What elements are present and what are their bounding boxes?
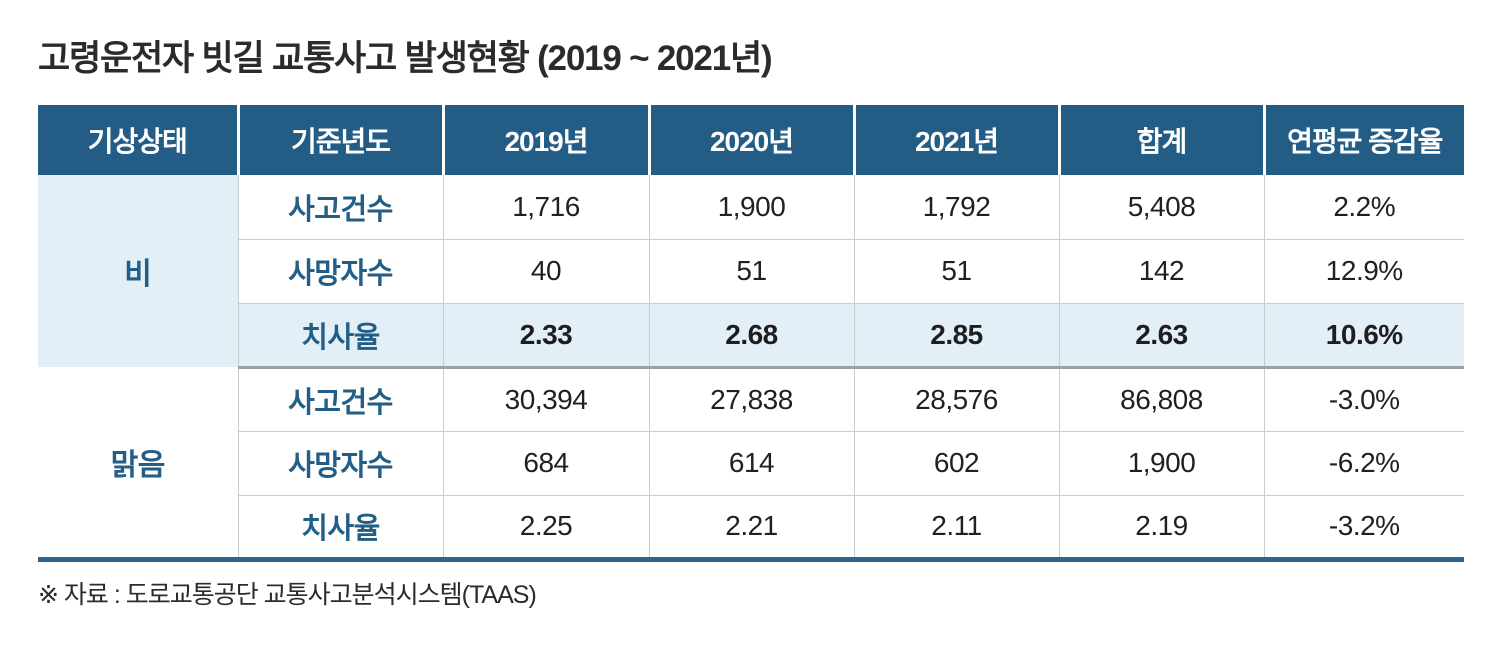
table-row: 사망자수 40 51 51 142 12.9% [38,239,1464,304]
value-2019: 30,394 [443,367,650,432]
metric-label: 치사율 [238,495,444,559]
metric-label: 사고건수 [238,367,444,432]
value-2021: 28,576 [854,367,1060,432]
value-2021: 2.85 [854,303,1060,369]
weather-cell-rain: 비 [38,175,239,367]
value-annual-rate: 2.2% [1264,175,1464,240]
value-total: 2.19 [1059,495,1265,559]
value-2020: 1,900 [649,175,855,240]
value-total: 86,808 [1059,367,1265,432]
value-2021: 1,792 [854,175,1060,240]
metric-label: 치사율 [238,303,444,369]
metric-label: 사망자수 [238,431,444,496]
value-total: 5,408 [1059,175,1265,240]
column-header-year-2021: 2021년 [854,105,1061,175]
metric-label: 사고건수 [238,175,444,240]
column-header-total: 합계 [1059,105,1266,175]
metric-label: 사망자수 [238,239,444,304]
value-annual-rate: 12.9% [1264,239,1464,304]
column-header-year-2020: 2020년 [649,105,856,175]
header-row: 기상상태 기준년도 2019년 2020년 2021년 합계 연평균 증감율 [38,105,1464,175]
value-total: 1,900 [1059,431,1265,496]
value-total: 2.63 [1059,303,1265,369]
value-2020: 51 [649,239,855,304]
value-annual-rate: 10.6% [1264,303,1464,369]
value-2019: 2.25 [443,495,650,559]
value-2019: 2.33 [443,303,650,369]
table-row: 비 사고건수 1,716 1,900 1,792 5,408 2.2% [38,175,1464,367]
table-row: 맑음 사고건수 30,394 27,838 28,576 86,808 -3.0… [38,367,1464,559]
column-header-metric: 기준년도 [238,105,445,175]
value-2021: 602 [854,431,1060,496]
value-2019: 40 [443,239,650,304]
table-row: 치사율 2.33 2.68 2.85 2.63 10.6% [38,303,1464,369]
value-annual-rate: -6.2% [1264,431,1464,496]
source-footnote: ※ 자료 : 도로교통공단 교통사고분석시스템(TAAS) [38,581,537,609]
value-2020: 2.21 [649,495,855,559]
value-2020: 614 [649,431,855,496]
table-header: 기상상태 기준년도 2019년 2020년 2021년 합계 연평균 증감율 [38,105,1464,175]
value-2019: 684 [443,431,650,496]
value-annual-rate: -3.2% [1264,495,1464,559]
weather-cell-clear: 맑음 [38,367,239,559]
column-header-weather: 기상상태 [38,105,240,175]
table-row: 치사율 2.25 2.21 2.11 2.19 -3.2% [38,495,1464,559]
column-header-annual-rate: 연평균 증감율 [1264,105,1464,175]
value-2020: 2.68 [649,303,855,369]
table-container: 기상상태 기준년도 2019년 2020년 2021년 합계 연평균 증감율 비… [38,105,1464,562]
value-2021: 51 [854,239,1060,304]
value-annual-rate: -3.0% [1264,367,1464,432]
value-2020: 27,838 [649,367,855,432]
value-2021: 2.11 [854,495,1060,559]
column-header-year-2019: 2019년 [443,105,651,175]
value-total: 142 [1059,239,1265,304]
table-body: 비 사고건수 1,716 1,900 1,792 5,408 2.2% 사망자수… [38,175,1464,559]
traffic-accident-table: 기상상태 기준년도 2019년 2020년 2021년 합계 연평균 증감율 비… [38,105,1464,562]
table-row: 사망자수 684 614 602 1,900 -6.2% [38,431,1464,496]
page-title: 고령운전자 빗길 교통사고 발생현황 (2019 ~ 2021년) [38,39,773,78]
value-2019: 1,716 [443,175,650,240]
